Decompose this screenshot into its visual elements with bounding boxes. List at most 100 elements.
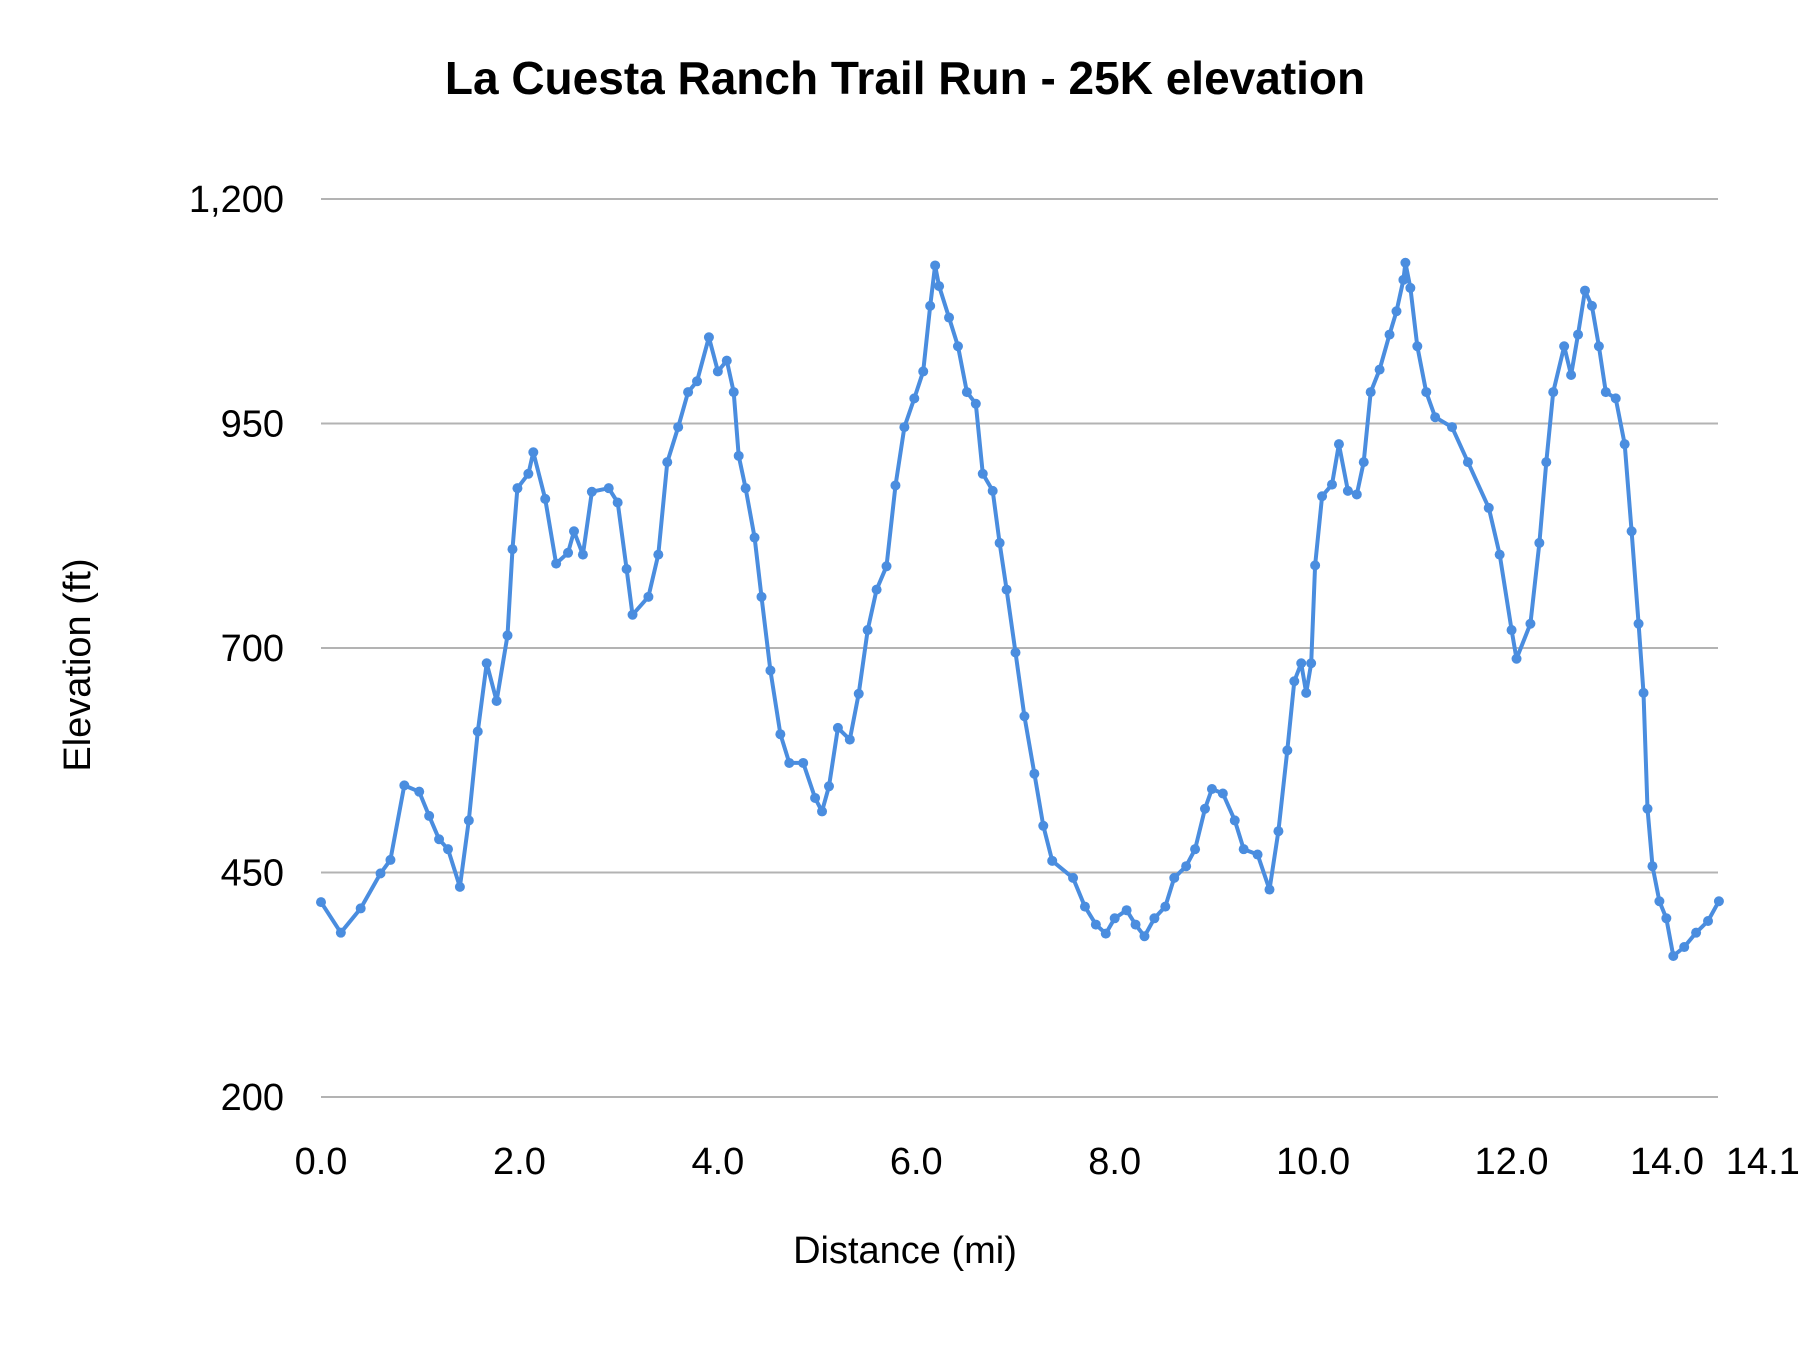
data-point <box>1199 803 1210 814</box>
x-tick-label: 0.0 <box>295 1141 348 1183</box>
data-point <box>1642 803 1653 814</box>
data-point <box>568 526 579 537</box>
data-point <box>1511 653 1522 664</box>
data-point <box>399 780 410 791</box>
data-point <box>1068 872 1079 883</box>
data-point <box>1691 927 1702 938</box>
data-point <box>1310 560 1321 571</box>
data-point <box>1483 502 1494 513</box>
data-point <box>1333 439 1344 450</box>
data-point <box>728 387 739 398</box>
data-point <box>491 695 502 706</box>
x-tick-label: 6.0 <box>890 1141 943 1183</box>
data-point <box>586 486 597 497</box>
data-point <box>784 757 795 768</box>
data-point <box>683 387 694 398</box>
data-point <box>740 483 751 494</box>
data-point <box>673 422 684 433</box>
data-point <box>442 844 453 855</box>
data-point <box>733 450 744 461</box>
data-point <box>375 868 386 879</box>
data-point <box>890 480 901 491</box>
data-point <box>1494 549 1505 560</box>
data-point <box>1525 618 1536 629</box>
y-axis-title: Elevation (ft) <box>57 558 99 771</box>
data-point <box>1306 658 1317 669</box>
data-point <box>1289 676 1300 687</box>
data-point <box>961 387 972 398</box>
data-point <box>1100 928 1111 939</box>
data-point <box>712 366 723 377</box>
data-point <box>1566 370 1577 381</box>
data-point <box>703 332 714 343</box>
data-point <box>1029 768 1040 779</box>
data-point <box>1079 901 1090 912</box>
data-point <box>871 584 882 595</box>
data-point <box>1654 896 1665 907</box>
data-point <box>472 726 483 737</box>
data-point <box>1090 919 1101 930</box>
data-point <box>1130 919 1141 930</box>
data-point <box>817 806 828 817</box>
y-tick-label: 200 <box>221 1077 284 1119</box>
data-point <box>1559 341 1570 352</box>
data-point <box>1264 884 1275 895</box>
data-point <box>765 665 776 676</box>
chart-title: La Cuesta Ranch Trail Run - 25K elevatio… <box>445 52 1365 104</box>
data-point <box>977 468 988 479</box>
data-point <box>952 341 963 352</box>
y-tick-label: 700 <box>221 628 284 670</box>
data-point <box>653 549 664 560</box>
data-point <box>1400 257 1411 268</box>
y-tick-label: 950 <box>221 404 284 446</box>
data-point <box>749 532 760 543</box>
data-point <box>1160 901 1171 912</box>
data-point <box>1713 896 1724 907</box>
data-point <box>823 781 834 792</box>
y-tick-label: 1,200 <box>189 179 284 221</box>
data-point <box>463 815 474 826</box>
data-point <box>1374 364 1385 375</box>
data-point <box>1010 647 1021 658</box>
data-point <box>1238 844 1249 855</box>
data-point <box>862 625 873 636</box>
data-point <box>1252 849 1263 860</box>
elevation-series-line <box>319 260 1721 958</box>
y-tick-label: 450 <box>221 853 284 895</box>
data-point <box>1703 915 1714 926</box>
data-point <box>1169 872 1180 883</box>
data-point <box>1619 439 1630 450</box>
data-point <box>1342 485 1353 496</box>
data-point <box>881 561 892 572</box>
data-point <box>355 903 366 914</box>
data-point <box>316 897 326 908</box>
data-point <box>424 810 435 821</box>
data-point <box>918 366 929 377</box>
elevation-series-markers <box>316 257 1724 962</box>
data-point <box>1573 329 1584 340</box>
gridlines <box>321 198 1718 1098</box>
data-point <box>692 376 703 387</box>
data-point <box>1296 658 1307 669</box>
x-tick-label: 8.0 <box>1088 1141 1141 1183</box>
data-point <box>1384 329 1395 340</box>
data-point <box>756 591 767 602</box>
data-point <box>1358 457 1369 468</box>
data-point <box>577 549 588 560</box>
data-point <box>930 260 941 271</box>
data-point <box>1412 341 1423 352</box>
data-point <box>621 563 632 574</box>
data-point <box>1365 387 1376 398</box>
data-point <box>454 881 465 892</box>
data-point <box>1038 820 1049 831</box>
data-point <box>1633 618 1644 629</box>
y-tick-labels: 200 450 700 950 1,200 <box>189 179 284 1119</box>
data-point <box>563 547 574 558</box>
data-point <box>853 688 864 699</box>
data-point <box>1462 457 1473 468</box>
data-point <box>775 729 786 740</box>
data-point <box>909 393 920 404</box>
data-point <box>1282 745 1293 756</box>
data-point <box>507 544 518 555</box>
